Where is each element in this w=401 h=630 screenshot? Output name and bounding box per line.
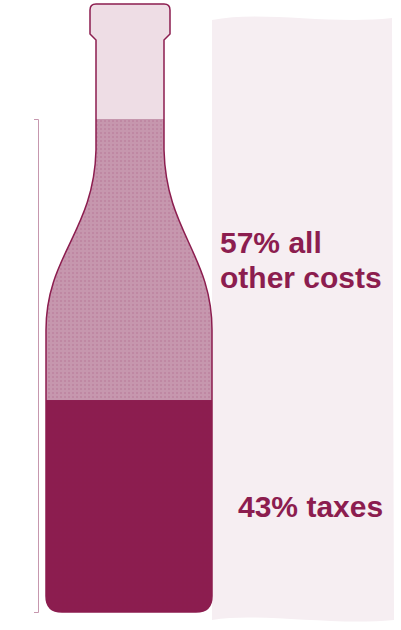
value-label: 57% [220, 226, 280, 259]
series-label-line: other costs [220, 261, 382, 294]
chart: 43%taxes 57%allother costs [0, 0, 401, 630]
bottle-outline [46, 4, 212, 612]
data-label: 57%allother costs [220, 226, 382, 294]
bar-texture [46, 400, 212, 612]
y-axis-line [34, 120, 39, 613]
bar-segment [46, 119, 212, 400]
series-label: taxes [306, 490, 383, 523]
bar-segment [46, 400, 212, 612]
plot-area [46, 119, 212, 612]
bottle-glass [46, 4, 212, 612]
y-axis [34, 120, 39, 613]
series-label-line: all [288, 226, 321, 259]
background-glass [212, 16, 394, 621]
bar-texture [46, 119, 212, 400]
value-label: 43% [238, 490, 298, 523]
series-label: allother costs [220, 226, 382, 294]
data-label: 43%taxes [238, 490, 383, 523]
series-label-line: taxes [306, 490, 383, 523]
